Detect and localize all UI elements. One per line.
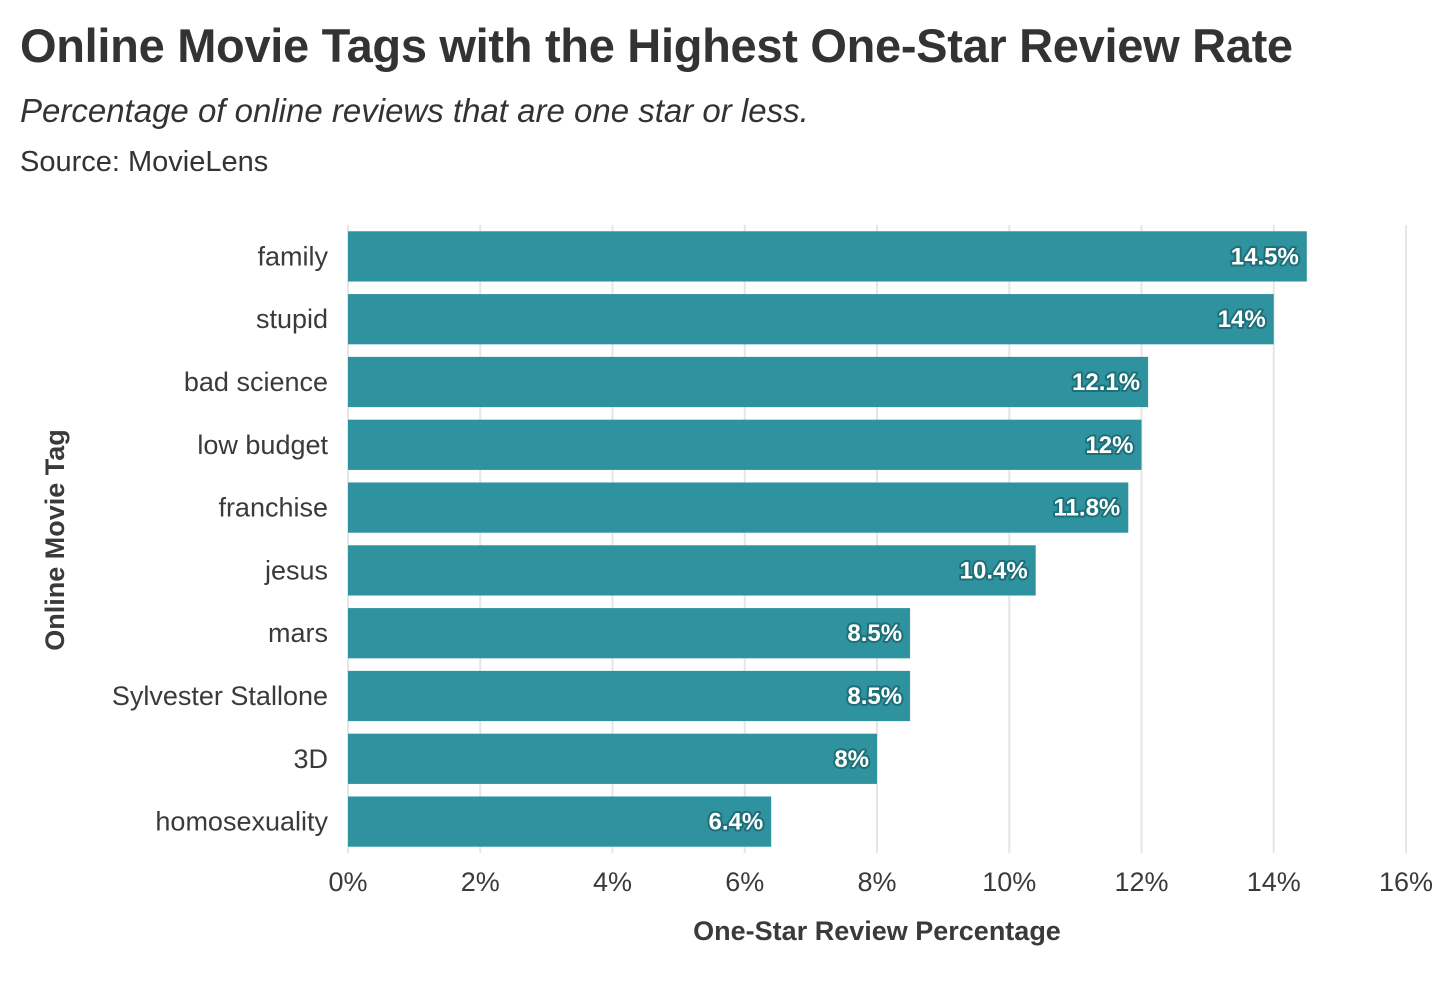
data-label: 14% bbox=[1218, 306, 1266, 333]
x-tick-label: 12% bbox=[1114, 867, 1168, 897]
category-label: stupid bbox=[256, 304, 328, 334]
bar bbox=[348, 356, 1149, 408]
chart-subtitle: Percentage of online reviews that are on… bbox=[20, 92, 809, 129]
category-label: Sylvester Stallone bbox=[112, 681, 328, 711]
bar bbox=[348, 482, 1129, 533]
x-axis-title: One-Star Review Percentage bbox=[693, 916, 1061, 946]
data-label: 11.8% bbox=[1054, 495, 1121, 522]
data-labels: 14.5% 14% 12.1% 12% 11.8% 10.4% 8.5% 8.5% 8% 6.4% bbox=[706, 241, 1300, 837]
x-tick-label: 0% bbox=[328, 867, 367, 897]
category-labels: family stupid bad science low budget franchi… bbox=[112, 241, 329, 836]
bar bbox=[348, 670, 911, 722]
category-label: mars bbox=[268, 618, 328, 648]
bar bbox=[348, 294, 1274, 345]
bars bbox=[348, 231, 1307, 847]
x-tick-labels: 0% 2% 4% 6% 8% 10% 12% 14% 16% bbox=[328, 867, 1433, 897]
category-label: low budget bbox=[197, 430, 328, 460]
data-label: 14.5% bbox=[1231, 243, 1299, 270]
y-axis-title: Online Movie Tag bbox=[40, 429, 70, 651]
category-label: jesus bbox=[264, 555, 328, 585]
x-tick-label: 10% bbox=[982, 867, 1036, 897]
data-label: 12% bbox=[1085, 432, 1133, 459]
data-label: 10.4% bbox=[960, 557, 1028, 584]
bar bbox=[348, 733, 877, 784]
category-label: bad science bbox=[184, 367, 328, 397]
x-tick-label: 2% bbox=[461, 867, 500, 897]
x-tick-label: 16% bbox=[1379, 867, 1433, 897]
category-label: 3D bbox=[293, 744, 328, 774]
category-label: franchise bbox=[218, 493, 328, 523]
bar bbox=[348, 545, 1036, 596]
x-tick-label: 14% bbox=[1247, 867, 1301, 897]
category-label: family bbox=[257, 241, 328, 271]
data-label: 6.4% bbox=[708, 809, 763, 836]
category-label: homosexuality bbox=[155, 807, 328, 837]
bar bbox=[348, 419, 1142, 470]
x-tick-label: 4% bbox=[593, 867, 632, 897]
chart-source: Source: MovieLens bbox=[20, 146, 269, 178]
data-label: 8% bbox=[834, 746, 869, 773]
x-tick-label: 8% bbox=[857, 867, 896, 897]
bar bbox=[348, 608, 911, 659]
bar bbox=[348, 796, 772, 847]
data-label: 12.1% bbox=[1072, 369, 1140, 396]
x-tick-label: 6% bbox=[725, 867, 764, 897]
bar bbox=[348, 231, 1307, 282]
data-label: 8.5% bbox=[847, 683, 902, 710]
chart-title: Online Movie Tags with the Highest One-S… bbox=[20, 19, 1293, 72]
data-label: 8.5% bbox=[847, 620, 902, 647]
